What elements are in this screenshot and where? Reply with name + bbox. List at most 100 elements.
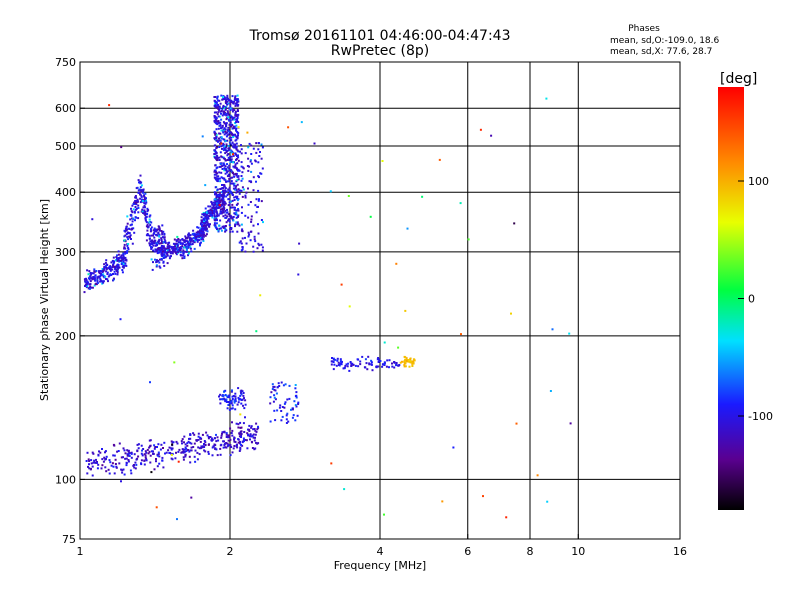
colorbar-tick-label: -100 <box>748 410 773 423</box>
data-point <box>88 278 91 281</box>
data-point <box>129 218 132 221</box>
data-point <box>170 448 173 451</box>
data-point <box>179 241 182 244</box>
data-point <box>191 233 194 236</box>
data-point <box>344 364 347 367</box>
data-point <box>192 229 195 232</box>
data-point <box>145 459 148 462</box>
data-point <box>241 248 244 251</box>
data-point <box>184 237 187 240</box>
data-point <box>170 457 173 460</box>
y-tick-label: 100 <box>55 473 76 486</box>
data-point <box>189 437 192 440</box>
data-point <box>467 238 470 241</box>
data-point <box>178 448 181 451</box>
data-point <box>131 211 134 214</box>
data-point <box>213 153 216 155</box>
data-point <box>101 280 104 283</box>
data-point <box>176 235 179 238</box>
data-point <box>235 191 238 194</box>
data-point <box>194 460 197 463</box>
data-point <box>194 449 197 452</box>
data-point <box>252 245 255 248</box>
data-point <box>225 211 228 214</box>
data-point <box>219 212 222 215</box>
data-point <box>202 225 205 227</box>
data-point <box>183 250 186 253</box>
data-point <box>106 278 109 281</box>
data-point <box>232 136 235 138</box>
data-point <box>253 428 256 430</box>
data-point <box>225 124 228 127</box>
data-point <box>230 133 233 136</box>
data-point <box>479 128 482 131</box>
data-point <box>146 207 149 210</box>
data-point <box>124 247 127 250</box>
data-point <box>224 168 227 171</box>
data-point <box>332 357 335 360</box>
data-point <box>142 209 145 212</box>
data-point <box>185 243 188 246</box>
data-point <box>225 221 228 224</box>
data-point <box>121 271 124 274</box>
data-point <box>235 103 238 106</box>
data-point <box>231 451 234 454</box>
data-point <box>83 278 86 281</box>
data-point <box>149 224 152 226</box>
data-point <box>202 213 205 215</box>
data-point <box>212 445 215 448</box>
data-point <box>184 446 187 449</box>
data-point <box>231 389 233 392</box>
data-point <box>256 206 259 208</box>
data-point <box>343 366 346 369</box>
data-point <box>106 271 109 274</box>
data-point <box>101 458 104 461</box>
data-point <box>247 231 250 234</box>
data-point <box>215 448 218 451</box>
data-point <box>88 467 91 470</box>
data-point <box>181 442 183 445</box>
data-point <box>122 252 125 255</box>
data-point <box>187 440 190 443</box>
data-point <box>157 231 160 234</box>
data-point <box>383 513 385 516</box>
data-point <box>202 238 205 241</box>
data-point <box>182 450 185 453</box>
data-point <box>117 450 120 452</box>
data-point <box>99 275 102 278</box>
data-point <box>222 111 225 114</box>
data-point <box>88 283 91 286</box>
data-point <box>241 246 244 249</box>
data-point <box>200 445 203 448</box>
data-point <box>202 211 205 214</box>
data-point <box>403 360 406 363</box>
data-point <box>200 241 202 244</box>
data-point <box>217 214 220 217</box>
data-point <box>240 229 243 232</box>
data-point <box>200 216 203 219</box>
data-point <box>297 273 300 276</box>
data-point <box>99 278 102 281</box>
data-point <box>332 358 335 361</box>
data-point <box>137 191 140 194</box>
data-point <box>211 216 214 219</box>
x-tick-label: 2 <box>227 545 234 558</box>
data-point <box>247 235 250 238</box>
data-point <box>146 223 149 226</box>
data-point <box>273 388 276 391</box>
data-point <box>193 232 196 235</box>
data-point <box>252 224 255 227</box>
data-point <box>175 451 177 454</box>
data-point <box>226 194 229 197</box>
data-point <box>135 216 138 219</box>
data-point <box>237 423 240 426</box>
data-point <box>168 257 171 260</box>
data-point <box>215 136 218 138</box>
data-point <box>118 266 121 269</box>
data-point <box>260 243 263 246</box>
data-point <box>87 273 90 276</box>
data-point <box>150 221 153 224</box>
data-point <box>234 152 237 155</box>
data-point <box>173 361 176 364</box>
data-point <box>144 456 147 459</box>
